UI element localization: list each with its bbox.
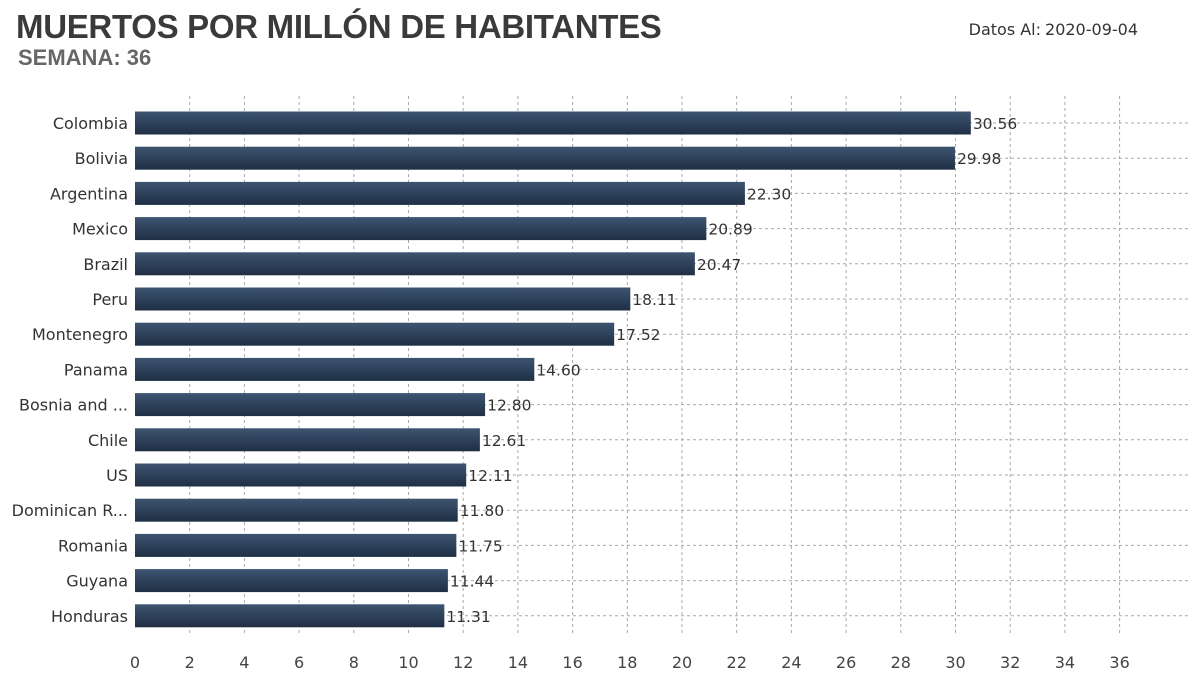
value-label: 30.56 xyxy=(973,115,1017,133)
x-tick-label: 30 xyxy=(945,653,965,672)
category-label: Chile xyxy=(88,431,128,450)
x-tick-label: 0 xyxy=(130,653,140,672)
value-label: 11.44 xyxy=(450,573,494,591)
bar xyxy=(135,569,448,593)
bar xyxy=(135,604,445,628)
value-label: 20.47 xyxy=(697,256,741,274)
bar xyxy=(135,498,458,522)
x-tick-label: 36 xyxy=(1109,653,1129,672)
category-label: Guyana xyxy=(66,572,128,591)
category-label: Montenegro xyxy=(32,325,128,344)
bar xyxy=(135,533,457,557)
x-tick-label: 26 xyxy=(836,653,856,672)
x-tick-label: 12 xyxy=(453,653,473,672)
x-tick-label: 34 xyxy=(1055,653,1075,672)
value-labels: 30.56 29.98 22.30 20.89 20.47 18.11 17.52 14.60… xyxy=(446,115,1017,626)
x-tick-label: 2 xyxy=(185,653,195,672)
category-label: Honduras xyxy=(51,607,128,626)
value-label: 17.52 xyxy=(616,326,660,344)
category-label: Panama xyxy=(64,360,128,379)
x-tick-label: 10 xyxy=(398,653,418,672)
category-label: Dominican R... xyxy=(12,501,128,520)
value-label: 11.75 xyxy=(458,537,502,555)
value-label: 11.80 xyxy=(460,502,504,520)
bar xyxy=(135,252,695,276)
bar xyxy=(135,181,745,205)
bar xyxy=(135,287,631,311)
value-label: 12.11 xyxy=(468,467,512,485)
category-label: Argentina xyxy=(50,184,128,203)
category-label: Bolivia xyxy=(75,149,128,168)
bar xyxy=(135,357,535,381)
x-tick-label: 4 xyxy=(239,653,249,672)
data-date-label: Datos Al: xyxy=(968,20,1042,39)
value-label: 22.30 xyxy=(747,185,791,203)
category-label: Bosnia and ... xyxy=(19,396,128,415)
bar xyxy=(135,146,955,170)
x-tick-label: 24 xyxy=(781,653,801,672)
value-label: 14.60 xyxy=(536,361,580,379)
x-tick-label: 22 xyxy=(727,653,747,672)
x-tick-label: 20 xyxy=(672,653,692,672)
category-label: Romania xyxy=(58,536,128,555)
value-label: 12.61 xyxy=(482,432,526,450)
bar xyxy=(135,463,467,487)
chart-title: MUERTOS POR MILLÓN DE HABITANTES xyxy=(16,8,662,45)
x-tick-label: 18 xyxy=(617,653,637,672)
category-label: US xyxy=(106,466,128,485)
x-tick-label: 16 xyxy=(562,653,582,672)
value-label: 20.89 xyxy=(708,221,752,239)
bar xyxy=(135,393,486,417)
x-tick-label: 14 xyxy=(508,653,528,672)
category-label: Brazil xyxy=(83,255,128,274)
value-label: 12.80 xyxy=(487,397,531,415)
category-labels: Colombia Bolivia Argentina Mexico Brazil Peru… xyxy=(12,114,128,626)
bar xyxy=(135,322,615,346)
value-label: 18.11 xyxy=(632,291,676,309)
data-date: Datos Al: 2020-09-04 xyxy=(969,20,1142,39)
category-label: Mexico xyxy=(72,220,128,239)
x-axis-ticks: 0 2 4 6 8 10 12 14 16 18 20 22 24 26 28 30 32 34 36 xyxy=(130,653,1130,672)
value-label: 11.31 xyxy=(446,608,490,626)
category-label: Peru xyxy=(92,290,128,309)
x-tick-label: 6 xyxy=(294,653,304,672)
bars xyxy=(135,111,971,628)
value-label: 29.98 xyxy=(957,150,1001,168)
bar xyxy=(135,428,480,452)
x-tick-label: 32 xyxy=(1000,653,1020,672)
x-tick-label: 28 xyxy=(891,653,911,672)
x-tick-label: 8 xyxy=(349,653,359,672)
bar xyxy=(135,111,971,135)
data-date-value: 2020-09-04 xyxy=(1045,20,1138,39)
bar xyxy=(135,217,707,241)
chart-subtitle: SEMANA: 36 xyxy=(18,45,152,70)
category-label: Colombia xyxy=(53,114,128,133)
